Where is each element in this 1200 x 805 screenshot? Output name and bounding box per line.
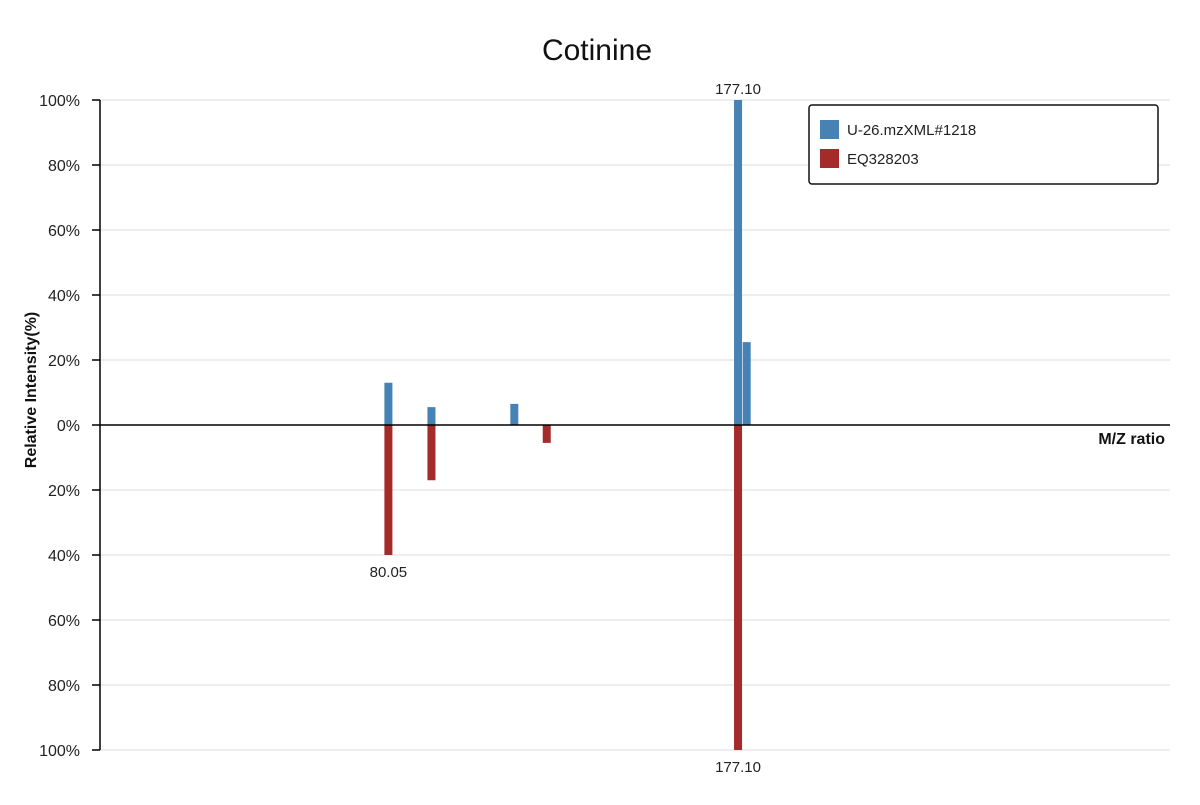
peak-bar-series-1 [510, 403, 519, 425]
peak-bar-series-1 [742, 342, 751, 425]
axis-layer [99, 100, 1170, 750]
peak-annotation: 80.05 [370, 564, 408, 581]
y-tick-label: 100% [39, 93, 80, 110]
y-tick-label: 20% [48, 483, 80, 500]
legend-swatch-series-1 [820, 120, 839, 139]
x-axis-title: M/Z ratio [1098, 431, 1165, 448]
peak-bar-series-2 [734, 425, 743, 750]
peak-bar-series-2 [384, 425, 393, 555]
peak-annotation: 177.10 [715, 81, 761, 98]
y-ticks-layer: 100% 80% 60% 40% 20% 0% 20% 40% 60% 80% 100% [39, 93, 100, 760]
peak-annotation: 177.10 [715, 759, 761, 776]
y-tick-label: 100% [39, 743, 80, 760]
y-axis-title: Relative Intensity(%) [23, 312, 40, 468]
bars-layer [384, 100, 751, 750]
y-tick-label: 80% [48, 158, 80, 175]
y-tick-label: 40% [48, 548, 80, 565]
y-tick-label: 60% [48, 223, 80, 240]
peak-bar-series-2 [542, 425, 551, 443]
y-tick-label: 80% [48, 678, 80, 695]
legend-swatch-series-2 [820, 149, 839, 168]
y-tick-label: 20% [48, 353, 80, 370]
legend-label-series-1: U-26.mzXML#1218 [847, 122, 976, 139]
legend-label-series-2: EQ328203 [847, 151, 919, 168]
peak-bar-series-1 [384, 382, 393, 425]
peak-labels-layer: 177.10 80.05 177.10 [370, 81, 761, 776]
chart-legend: U-26.mzXML#1218 EQ328203 [808, 104, 1159, 185]
peak-bar-series-1 [734, 100, 743, 425]
y-tick-label: 0% [57, 418, 80, 435]
y-tick-label: 60% [48, 613, 80, 630]
peak-bar-series-1 [427, 407, 436, 425]
y-tick-label: 40% [48, 288, 80, 305]
grid-layer [100, 99, 1170, 751]
legend-frame [808, 104, 1159, 185]
peak-bar-series-2 [427, 425, 436, 481]
chart-title: Cotinine [542, 34, 652, 67]
